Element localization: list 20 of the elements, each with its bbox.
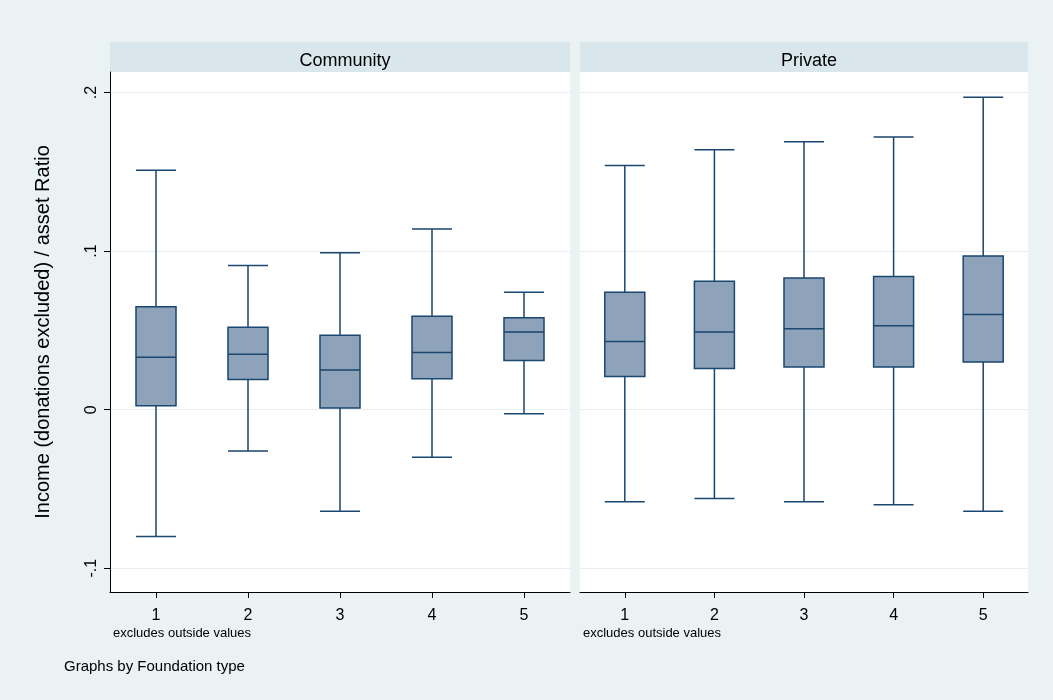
x-tick-label: 3	[335, 605, 345, 623]
x-tick-label: 1	[620, 605, 630, 623]
x-tick-label: 4	[427, 605, 437, 623]
x-tick-label: 5	[978, 605, 988, 623]
y-tick-label: -.1	[81, 558, 99, 578]
y-tick-label: 0	[81, 405, 99, 415]
x-tick-label: 5	[519, 605, 529, 623]
text: Graphs by Foundation type	[64, 657, 245, 674]
x-tick-label: 1	[151, 605, 161, 623]
x-tick-label: 2	[709, 605, 719, 623]
x-tick-label: 3	[799, 605, 809, 623]
y-axis-title: Income (donations excluded) / asset Ratio	[31, 145, 53, 519]
chart-title: Community	[299, 50, 391, 70]
chart-title: Private	[780, 50, 838, 70]
y-tick-label: .1	[81, 244, 99, 258]
y-tick-label: .2	[81, 85, 99, 100]
x-tick-label: 2	[243, 605, 253, 623]
x-tick-label: 4	[889, 605, 899, 623]
text: excludes outside values	[113, 625, 252, 640]
text: excludes outside values	[583, 625, 722, 640]
